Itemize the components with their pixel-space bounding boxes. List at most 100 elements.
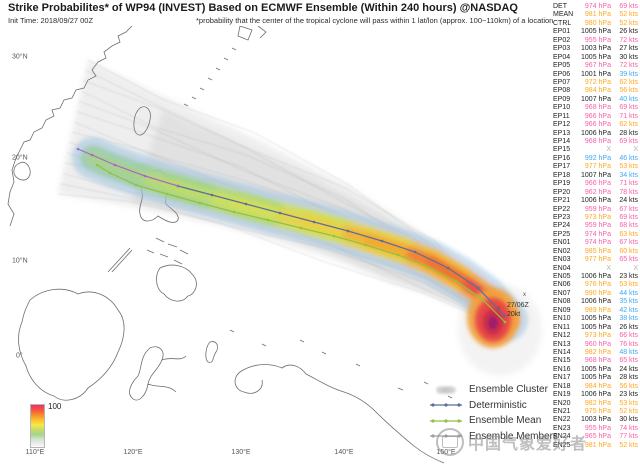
member-pressure: X [606,146,611,154]
member-pressure: 972 hPa [584,78,611,86]
member-row: EP16 992 hPa 46 kts [553,155,638,163]
member-wind: 74 kts [619,424,638,432]
member-pressure: 973 hPa [584,332,611,340]
member-row: EP24 959 hPa 68 kts [553,222,638,230]
member-row: EP19 966 hPa 71 kts [553,180,638,188]
member-wind: 46 kts [619,154,638,162]
member-row: EP09 1007 hPa 40 kts [553,96,638,104]
member-name: EP23 [553,213,571,221]
member-pressure: 962 hPa [584,188,611,196]
member-name: EN23 [553,424,571,432]
member-pressure: 1006 hPa [581,391,611,399]
member-row: EN18 984 hPa 56 kts [553,383,638,391]
member-name: EP21 [553,197,571,205]
member-row: EN03 977 hPa 65 kts [553,256,638,264]
member-name: EN14 [553,348,571,356]
member-wind: 71 kts [619,112,638,120]
chart-title: Strike Probabilites* of WP94 (INVEST) Ba… [8,2,518,14]
colorbar-max-label: 100 [48,402,62,411]
member-pressure: 959 hPa [584,222,611,230]
member-row: EN08 1006 hPa 35 kts [553,298,638,306]
member-wind: 52 kts [619,19,638,27]
member-row: EN14 982 hPa 48 kts [553,349,638,357]
member-name: EN02 [553,247,571,255]
member-wind: 69 kts [619,213,638,221]
member-name: EP02 [553,36,571,44]
member-row: EN20 982 hPa 53 kts [553,400,638,408]
init-time-label: Init Time: 2018/09/27 00Z [8,16,94,25]
member-name: EN15 [553,357,571,365]
member-pressure: 977 hPa [584,163,611,171]
borneo-island [18,288,125,401]
member-row: EN21 975 hPa 52 kts [553,408,638,416]
member-pressure: 974 hPa [584,239,611,247]
member-pressure: 984 hPa [584,382,611,390]
member-name: EP16 [553,154,571,162]
member-name: EP07 [553,78,571,86]
member-name: EN12 [553,332,571,340]
member-pressure: 966 hPa [584,112,611,120]
member-wind: 23 kts [619,273,638,280]
member-row: EP10 968 hPa 69 kts [553,104,638,112]
member-name: EP13 [553,129,571,137]
member-wind: 28 kts [619,374,638,382]
legend-item: Ensemble Mean [428,413,558,429]
member-name: EP11 [553,112,570,120]
member-wind: 68 kts [619,222,638,230]
hainan-island [13,161,31,181]
kyushu-coast [237,25,267,41]
member-row: EN25 981 hPa 52 kts [553,442,638,450]
genesis-high-probability-blob [467,288,519,348]
member-wind: 65 kts [619,256,638,264]
member-name: EN03 [553,256,571,264]
member-wind: 28 kts [619,129,638,137]
member-row: EP13 1006 hPa 28 kts [553,130,638,138]
member-row: DET 974 hPa 69 kts [553,3,638,11]
member-pressure: 1006 hPa [581,197,611,205]
member-wind: 23 kts [619,391,638,399]
member-wind: X [633,264,638,272]
member-wind: 56 kts [619,382,638,390]
lon-tick-label: 120°E [123,449,143,456]
legend-item: Ensemble Cluster [428,382,558,398]
member-wind: 76 kts [619,340,638,348]
member-name: EP17 [553,163,571,171]
member-wind: 78 kts [619,188,638,196]
member-name: EP12 [553,121,571,129]
legend-label: Ensemble Mean [469,415,542,427]
member-row: CTRL 980 hPa 52 kts [553,20,638,28]
lat-tick-label: 30°N [12,53,28,61]
member-wind: 39 kts [619,70,638,78]
palawan-island [107,247,133,273]
member-name: EN13 [553,340,571,348]
member-wind: 63 kts [619,230,638,238]
member-row: EN02 985 hPa 60 kts [553,248,638,256]
member-wind: 44 kts [619,289,638,297]
member-row: EP22 959 hPa 67 kts [553,206,638,214]
member-name: EN19 [553,391,571,399]
member-pressure: 1005 hPa [581,374,611,382]
member-pressure: 966 hPa [584,121,611,129]
member-wind: 69 kts [619,138,638,145]
member-pressure: 990 hPa [584,289,611,297]
probability-colorbar [30,404,45,448]
member-row: EP01 1005 hPa 26 kts [553,28,638,36]
member-pressure: 1007 hPa [581,171,611,179]
sulawesi-island [129,346,187,401]
member-row: MEAN 981 hPa 52 kts [553,11,638,19]
member-rows: DET 974 hPa 69 kts MEAN 981 hPa 52 kts CTRL 980… [553,3,638,450]
member-wind: 52 kts [619,408,638,415]
member-wind: 52 kts [619,441,638,449]
coastlines [7,25,453,464]
member-name: EP04 [553,53,571,61]
member-row: EP07 972 hPa 62 kts [553,79,638,87]
member-name: EN08 [553,298,571,306]
member-name: EP10 [553,104,571,112]
member-pressure: 967 hPa [584,62,611,70]
ensemble-mean-track [95,163,507,324]
legend-swatch [428,400,464,410]
member-row: EN05 1006 hPa 23 kts [553,273,638,281]
member-pressure: 981 hPa [584,11,611,19]
member-row: EP06 1001 hPa 39 kts [553,71,638,79]
member-name: EP06 [553,70,571,78]
